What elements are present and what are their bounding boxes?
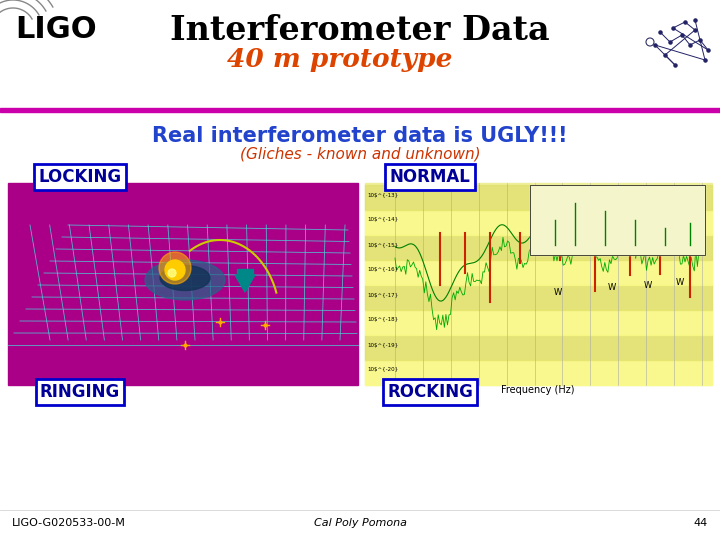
Bar: [365, 210, 712, 235]
Text: 10$^{-14}: 10$^{-14}: [367, 218, 398, 222]
Point: [667, 24, 679, 32]
Bar: [530, 185, 705, 255]
Point: [660, 51, 671, 59]
Circle shape: [159, 252, 191, 284]
Ellipse shape: [160, 266, 210, 291]
Text: 10$^{-17}: 10$^{-17}: [367, 293, 398, 298]
Point: [699, 56, 711, 64]
Point: [679, 18, 690, 26]
Text: 10$^{-16}: 10$^{-16}: [367, 267, 398, 273]
Bar: [365, 360, 712, 385]
Bar: [237, 269, 253, 275]
Text: 10$^{-20}: 10$^{-20}: [367, 368, 398, 373]
Circle shape: [168, 269, 176, 277]
Text: Interferometer Data: Interferometer Data: [170, 15, 550, 48]
Text: LOCKING: LOCKING: [38, 168, 122, 186]
Text: 10$^{-19}: 10$^{-19}: [367, 342, 398, 348]
Text: 40 m prototype: 40 m prototype: [228, 48, 453, 72]
Point: [694, 36, 706, 44]
Point: [665, 38, 676, 46]
Point: [654, 28, 666, 36]
Text: LIGO-G020533-00-M: LIGO-G020533-00-M: [12, 518, 126, 528]
Text: 44: 44: [694, 518, 708, 528]
Bar: [0, 108, 720, 112]
Bar: [0, 0, 720, 110]
Text: RINGING: RINGING: [40, 383, 120, 401]
Text: W: W: [554, 288, 562, 297]
Text: 10$^{-15}: 10$^{-15}: [367, 242, 398, 247]
Text: Frequency (Hz): Frequency (Hz): [501, 385, 575, 395]
Polygon shape: [235, 275, 255, 292]
Text: W: W: [676, 278, 684, 287]
Text: W: W: [644, 281, 652, 290]
Text: Real interferometer data is UGLY!!!: Real interferometer data is UGLY!!!: [152, 126, 568, 146]
Text: 10$^{-13}: 10$^{-13}: [367, 192, 398, 198]
Point: [689, 16, 701, 24]
Text: (Gliches - known and unknown): (Gliches - known and unknown): [240, 146, 480, 161]
Point: [670, 60, 681, 69]
Bar: [365, 185, 712, 210]
Bar: [365, 260, 712, 285]
Point: [684, 40, 696, 49]
Bar: [365, 183, 712, 385]
Point: [649, 40, 661, 49]
Bar: [365, 335, 712, 360]
Bar: [365, 235, 712, 260]
Text: LIGO: LIGO: [15, 16, 96, 44]
Ellipse shape: [145, 260, 225, 300]
Point: [689, 26, 701, 35]
Bar: [8, 183, 358, 385]
Circle shape: [165, 260, 185, 280]
Bar: [365, 310, 712, 335]
Text: ROCKING: ROCKING: [387, 383, 473, 401]
Bar: [530, 185, 705, 255]
Text: 10$^{-18}: 10$^{-18}: [367, 318, 398, 322]
Point: [676, 31, 688, 39]
Point: [702, 46, 714, 55]
Text: W: W: [608, 283, 616, 292]
Text: NORMAL: NORMAL: [390, 168, 470, 186]
Text: Cal Poly Pomona: Cal Poly Pomona: [313, 518, 407, 528]
Bar: [365, 285, 712, 310]
